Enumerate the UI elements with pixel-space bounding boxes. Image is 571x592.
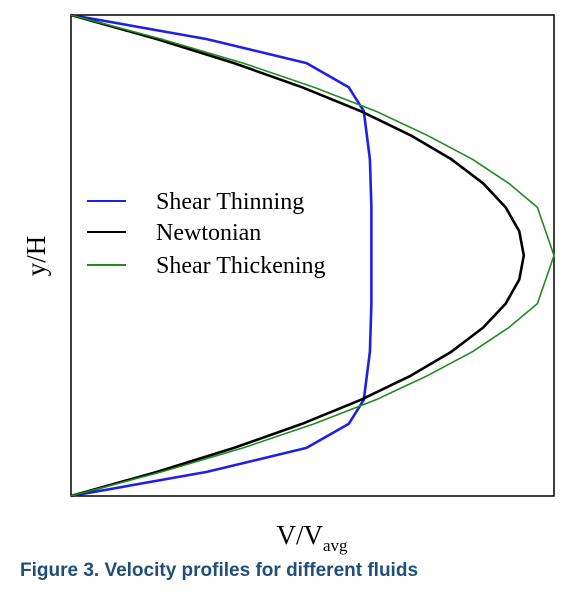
x-axis-label: V/Vavg — [276, 520, 348, 555]
series-layer — [70, 13, 555, 498]
series-line-shear-thinning — [70, 13, 373, 498]
legend-label-shear-thinning: Shear Thinning — [156, 189, 304, 215]
legend-label-shear-thickening: Shear Thickening — [156, 253, 326, 279]
series-line-shear-thickening — [70, 14, 555, 497]
series-line-newtonian — [70, 13, 526, 498]
y-axis-label: y/H — [21, 236, 51, 277]
legend: Shear Thinning Newtonian Shear Thickening — [87, 189, 326, 279]
figure-caption: Figure 3. Velocity profiles for differen… — [20, 560, 419, 581]
legend-label-newtonian: Newtonian — [156, 220, 261, 246]
